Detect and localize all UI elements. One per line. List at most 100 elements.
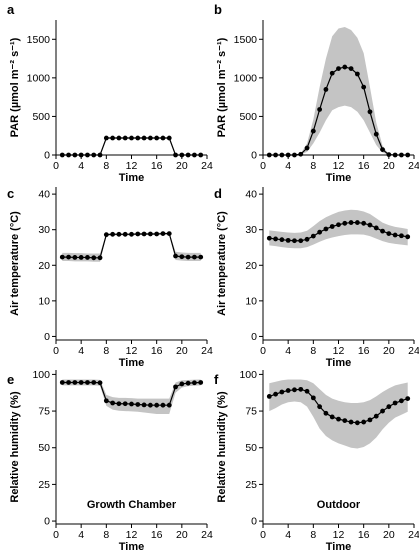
x-tick-label: 20 bbox=[176, 345, 188, 357]
data-point bbox=[122, 231, 128, 237]
x-tick-label: 12 bbox=[333, 529, 345, 541]
data-point bbox=[279, 389, 285, 395]
data-point bbox=[147, 231, 153, 237]
data-point bbox=[354, 220, 360, 225]
data-point bbox=[103, 232, 109, 238]
x-tick-label: 12 bbox=[333, 160, 345, 172]
x-tick-label: 20 bbox=[383, 345, 395, 357]
x-tick-label: 20 bbox=[383, 529, 395, 541]
y-axis-label: Relative humidity (%) bbox=[216, 391, 228, 503]
data-point bbox=[342, 418, 348, 423]
series-line bbox=[62, 137, 201, 156]
y-tick-label: 50 bbox=[38, 442, 50, 454]
y-axis-label: Air temperature (°C) bbox=[9, 211, 21, 316]
x-tick-label: 0 bbox=[53, 345, 59, 357]
data-point bbox=[141, 231, 147, 237]
data-point bbox=[342, 64, 348, 70]
y-tick-label: 1500 bbox=[234, 34, 258, 46]
data-point bbox=[166, 402, 172, 408]
data-point bbox=[135, 231, 141, 237]
data-point bbox=[185, 254, 191, 260]
data-point bbox=[147, 402, 153, 408]
data-point bbox=[103, 398, 109, 404]
x-tick-label: 20 bbox=[176, 160, 188, 172]
data-point bbox=[298, 151, 304, 157]
data-point bbox=[135, 135, 141, 141]
data-point bbox=[116, 135, 122, 141]
data-point bbox=[273, 391, 278, 397]
data-point bbox=[323, 226, 329, 232]
panel-f: f 0 4 8 12 16 20 24 0 25 50 75 100 Time Relative humid… bbox=[214, 369, 419, 550]
x-axis-label: Time bbox=[326, 357, 351, 369]
data-point bbox=[198, 254, 204, 260]
y-tick-label: 75 bbox=[245, 406, 257, 418]
y-tick-label: 500 bbox=[32, 111, 50, 123]
data-point bbox=[97, 380, 103, 386]
data-point bbox=[304, 236, 310, 242]
data-point bbox=[386, 404, 392, 410]
y-tick-label: 75 bbox=[38, 406, 50, 418]
panel-c: c 0 4 8 12 16 20 24 0 10 20 30 40 Time Air temperature… bbox=[7, 186, 213, 369]
x-tick-label: 12 bbox=[126, 529, 138, 541]
data-point bbox=[154, 135, 160, 141]
x-tick-label: 12 bbox=[333, 345, 345, 357]
y-tick-label: 1000 bbox=[27, 72, 51, 84]
data-point bbox=[367, 222, 373, 228]
data-point bbox=[361, 220, 367, 226]
data-point bbox=[141, 135, 147, 141]
y-tick-label: 40 bbox=[245, 189, 257, 201]
y-axis-label: Relative humidity (%) bbox=[9, 391, 21, 503]
data-point bbox=[166, 231, 172, 237]
data-point bbox=[380, 408, 385, 414]
data-point bbox=[304, 388, 310, 394]
data-point bbox=[66, 380, 71, 385]
x-tick-label: 12 bbox=[126, 345, 138, 357]
data-point bbox=[116, 401, 122, 407]
y-axis-label: Air temperature (°C) bbox=[216, 211, 228, 316]
y-tick-label: 0 bbox=[44, 331, 50, 343]
x-axis-label: Time bbox=[326, 541, 351, 550]
data-point bbox=[310, 395, 316, 401]
panel-annotation: Outdoor bbox=[317, 499, 361, 511]
data-point bbox=[367, 417, 373, 423]
x-tick-label: 24 bbox=[408, 160, 419, 172]
data-point bbox=[85, 380, 90, 385]
data-point bbox=[392, 400, 398, 406]
data-point bbox=[72, 255, 78, 260]
data-point bbox=[160, 231, 166, 237]
data-point bbox=[373, 131, 379, 137]
y-tick-label: 25 bbox=[245, 479, 257, 491]
data-point bbox=[85, 255, 90, 260]
data-point bbox=[179, 254, 185, 260]
data-point bbox=[361, 419, 367, 425]
panel-b: b 0 4 8 12 16 20 24 0 500 1000 1500 Time PAR (µmol m⁻… bbox=[214, 2, 419, 184]
data-point bbox=[192, 380, 197, 386]
panel-label: a bbox=[7, 2, 15, 17]
data-point bbox=[348, 66, 354, 71]
error-band bbox=[269, 209, 408, 249]
data-point bbox=[292, 387, 297, 393]
x-tick-label: 4 bbox=[78, 345, 84, 357]
y-tick-label: 500 bbox=[239, 111, 257, 123]
data-point bbox=[405, 234, 411, 240]
data-point bbox=[323, 410, 329, 416]
x-tick-label: 0 bbox=[53, 160, 59, 172]
data-point bbox=[285, 237, 291, 243]
x-tick-label: 24 bbox=[408, 529, 419, 541]
panel-label: b bbox=[214, 2, 222, 17]
data-point bbox=[72, 380, 78, 385]
x-tick-label: 0 bbox=[260, 345, 266, 357]
data-point bbox=[147, 135, 153, 141]
data-point bbox=[399, 233, 404, 239]
data-point bbox=[373, 413, 379, 419]
data-point bbox=[285, 388, 291, 393]
x-tick-label: 16 bbox=[151, 160, 163, 172]
data-point bbox=[380, 228, 385, 234]
data-point bbox=[354, 71, 360, 77]
y-tick-label: 1500 bbox=[27, 34, 51, 46]
data-point bbox=[91, 255, 97, 261]
x-tick-label: 4 bbox=[285, 345, 291, 357]
data-point bbox=[317, 404, 323, 410]
x-tick-label: 8 bbox=[103, 160, 109, 172]
